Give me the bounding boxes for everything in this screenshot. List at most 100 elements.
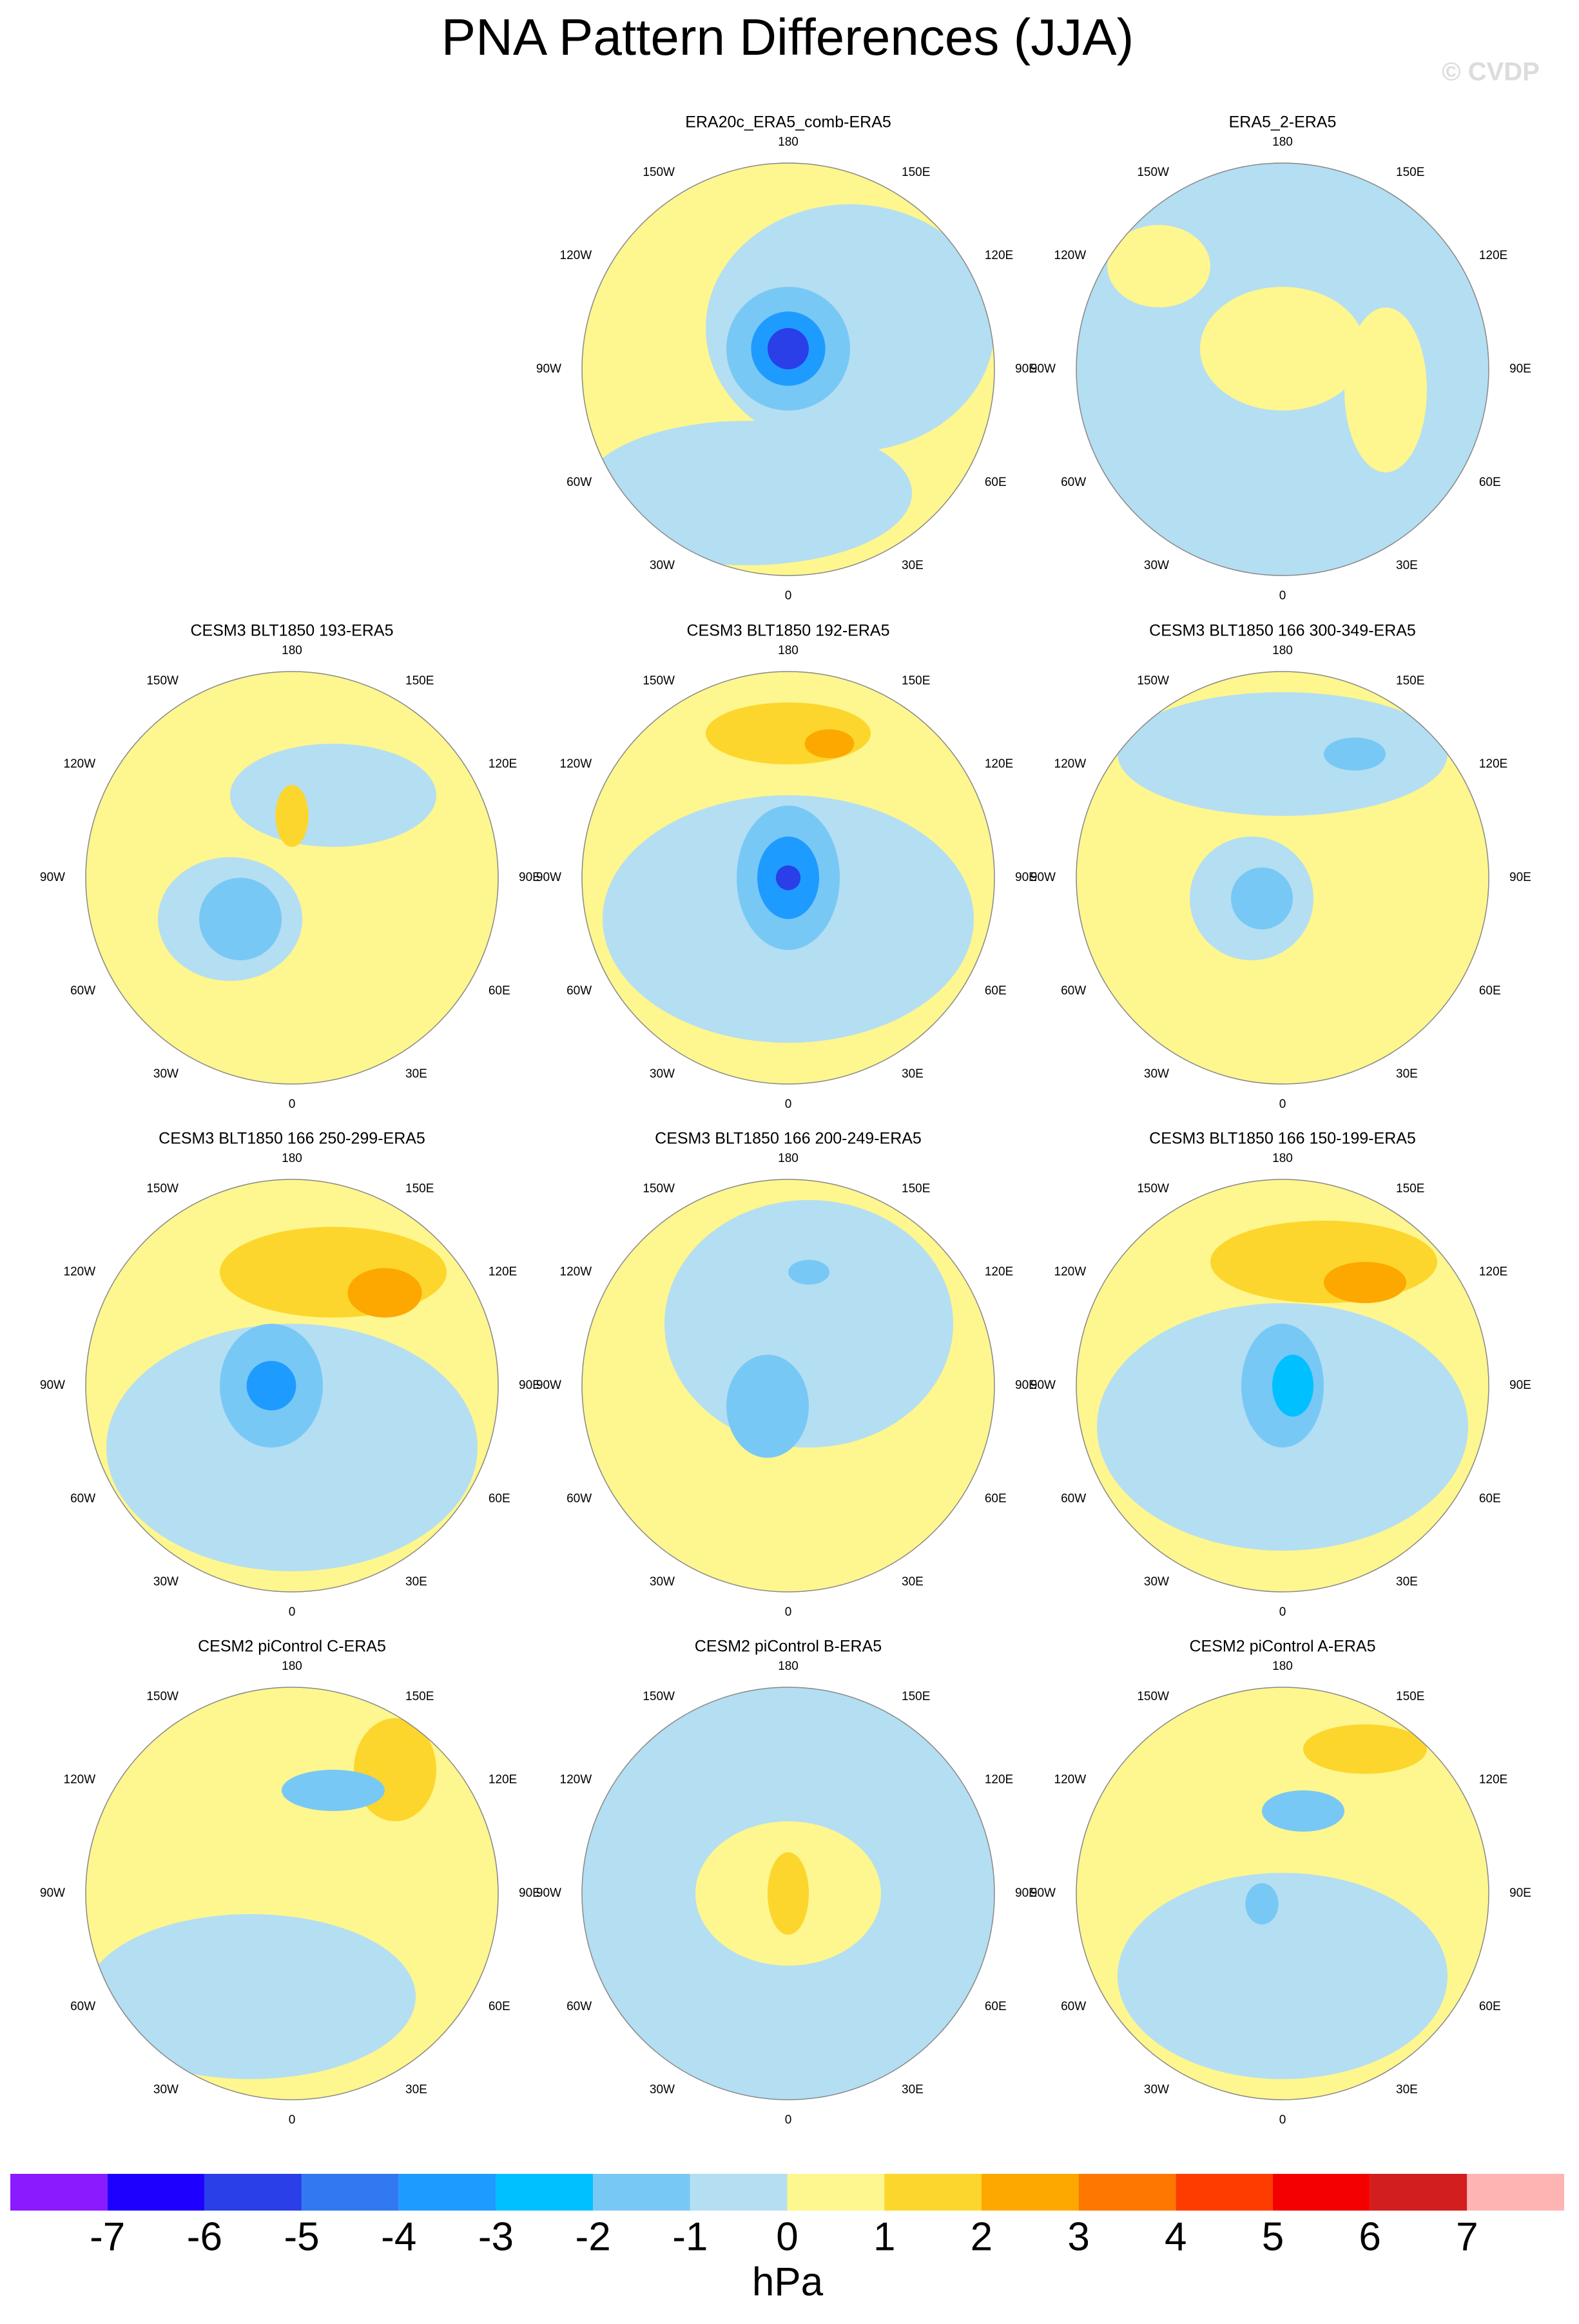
longitude-label: 150E [1396,166,1424,179]
longitude-label: 180 [778,1660,799,1673]
longitude-label: 120E [1479,249,1507,262]
longitude-label: 30E [1396,2083,1418,2096]
longitude-label: 180 [1272,1152,1293,1165]
longitude-label: 120E [985,757,1013,771]
field-region [230,744,436,847]
colorbar-tick-label: -2 [576,2214,611,2259]
longitude-label: 30W [650,559,675,572]
colorbar-swatch [398,2174,496,2211]
longitude-label: 90E [1509,1379,1531,1392]
longitude-label: 30E [405,1067,427,1081]
longitude-label: 60W [70,984,95,998]
field-region [1210,1221,1437,1303]
longitude-label: 150W [146,1690,179,1703]
longitude-label: 150W [1137,674,1169,688]
colorbar-swatch [496,2174,594,2211]
field-region [106,1324,478,1571]
longitude-label: 120E [1479,757,1507,771]
longitude-label: 180 [778,135,799,149]
longitude-label: 120W [560,1265,592,1279]
longitude-label: 150E [902,674,930,688]
longitude-label: 0 [1279,1605,1286,1619]
longitude-label: 150E [902,1182,930,1196]
colorbar-swatch [302,2174,399,2211]
longitude-label: 90E [1015,362,1037,376]
longitude-label: 60E [985,984,1007,998]
longitude-label: 60W [567,984,592,998]
field-region [1245,1883,1279,1924]
longitude-label: 0 [785,1098,792,1111]
longitude-label: 120W [1054,1265,1087,1279]
field-region [1344,307,1427,472]
field-region [1324,737,1386,771]
longitude-label: 150W [1137,1182,1169,1196]
longitude-label: 150W [643,1690,675,1703]
colorbar-swatch [1467,2174,1564,2211]
figure-title: PNA Pattern Differences (JJA) [441,8,1134,66]
colorbar-swatch [787,2174,885,2211]
colorbar-swatch [107,2174,205,2211]
longitude-label: 150E [405,674,434,688]
longitude-label: 120E [1479,1773,1507,1787]
longitude-label: 60W [567,2000,592,2013]
longitude-label: 0 [289,2113,296,2127]
colorbar-tick-label: -4 [381,2214,416,2259]
longitude-label: 150W [146,674,179,688]
longitude-label: 60W [1061,984,1086,998]
longitude-label: 120W [1054,1773,1087,1787]
map-field [86,672,498,1084]
longitude-label: 120E [985,1773,1013,1787]
map-outline [581,1179,995,1593]
field-region [1118,1873,1448,2079]
longitude-label: 30E [902,1575,924,1589]
colorbar-tick-label: 7 [1456,2214,1478,2259]
longitude-label: 60E [1479,984,1501,998]
map-outline [85,1687,499,2100]
longitude-label: 60W [567,476,592,489]
colorbar-tick-label: 6 [1359,2214,1380,2259]
longitude-label: 30W [1144,2083,1169,2096]
longitude-label: 90E [1015,871,1037,884]
map-field [582,1179,994,1592]
field-region [1262,1790,1344,1832]
panel-title: CESM2 piControl B-ERA5 [695,1638,882,1656]
longitude-label: 60E [985,2000,1007,2013]
longitude-label: 90W [1031,1379,1056,1392]
longitude-label: 60E [489,1492,510,1506]
longitude-label: 150W [1137,1690,1169,1703]
panel-title: CESM2 piControl C-ERA5 [198,1638,386,1656]
longitude-label: 90E [519,1886,541,1900]
map-panel: CESM3 BLT1850 166 250-299-ERA5 180 150E 120… [40,1130,541,1619]
longitude-label: 120E [489,1265,517,1279]
panel-title: ERA20c_ERA5_comb-ERA5 [685,113,891,131]
longitude-label: 60E [1479,476,1501,489]
field-region [1118,692,1448,816]
longitude-label: 60W [70,1492,95,1506]
longitude-label: 90E [1509,1886,1531,1900]
longitude-label: 90E [1509,362,1531,376]
longitude-label: 90E [519,871,541,884]
longitude-label: 120E [1479,1265,1507,1279]
map-outline [1076,162,1489,576]
map-field [582,672,994,1084]
colorbar-swatch [204,2174,302,2211]
watermark: © CVDP [1442,58,1540,86]
map-outline [581,1687,995,2100]
longitude-label: 180 [282,1660,302,1673]
map-field [1076,672,1489,1084]
longitude-label: 150E [1396,674,1424,688]
colorbar-tick-label: 4 [1165,2214,1187,2259]
longitude-label: 30W [153,2083,179,2096]
longitude-label: 120E [489,1773,517,1787]
longitude-label: 150E [902,166,930,179]
longitude-label: 180 [1272,1660,1293,1673]
map-panel: CESM3 BLT1850 166 300-349-ERA5 180 150E 120… [1031,622,1531,1111]
longitude-label: 30E [1396,559,1418,572]
longitude-label: 90W [1031,1886,1056,1900]
longitude-label: 30W [153,1067,179,1081]
panel-title: ERA5_2-ERA5 [1229,113,1337,131]
colorbar-unit: hPa [752,2260,824,2304]
field-region [768,328,809,369]
longitude-label: 90W [40,871,65,884]
map-field [1076,1179,1489,1592]
